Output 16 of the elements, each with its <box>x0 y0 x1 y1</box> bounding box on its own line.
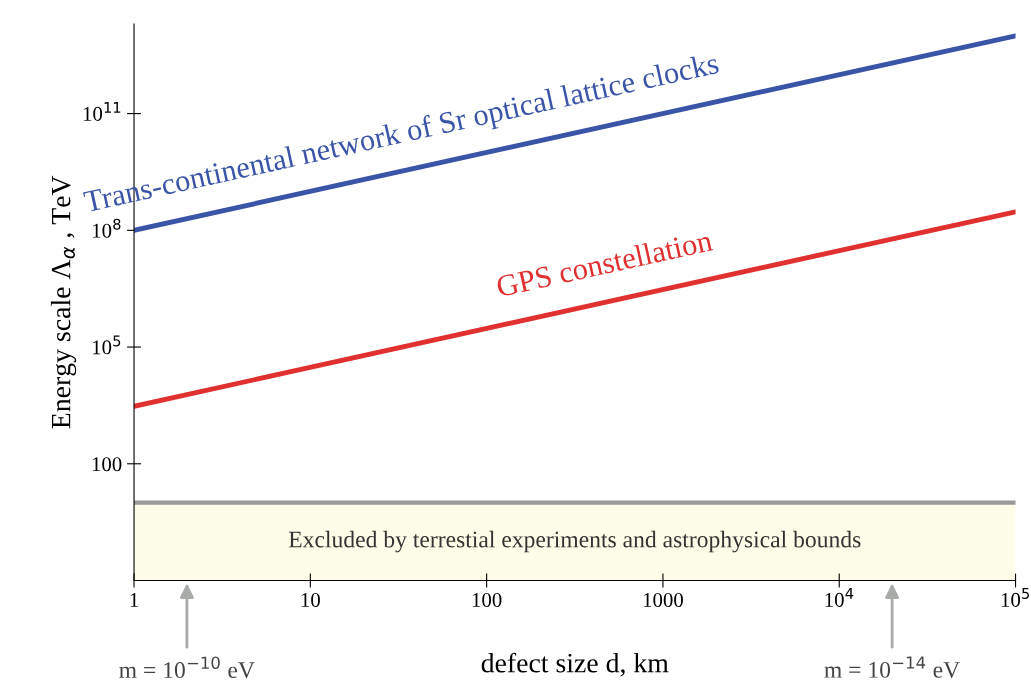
x-tick-label: 1000 <box>643 592 683 607</box>
text: m = 10$^{−14}$ eV <box>824 656 960 678</box>
x-tick-label: 100 <box>472 592 502 607</box>
band-label: Excluded by terrestial experiments and astrophysical bounds <box>288 530 861 553</box>
y-axis-title: Energy scale Λ$_{α}$ , TeV <box>50 175 77 429</box>
text: m = 10$^{−10}$ eV <box>119 656 255 679</box>
x-tick-label: 10 <box>301 592 320 607</box>
y-tick-label: 10$^{8}$ <box>93 218 121 238</box>
x-tick-label: 10$^{4}$ <box>825 588 854 607</box>
y-tick-label: 100 <box>92 457 122 472</box>
x-axis-title: defect size d, km <box>481 652 669 677</box>
x-tick-label: 10$^{5}$ <box>1001 588 1030 607</box>
text: GPS constellation <box>495 229 714 298</box>
y-tick-label: 10$^{11}$ <box>83 102 121 121</box>
x-tick-label: 1 <box>130 593 138 607</box>
y-tick-label: 10$^{5}$ <box>93 335 121 355</box>
